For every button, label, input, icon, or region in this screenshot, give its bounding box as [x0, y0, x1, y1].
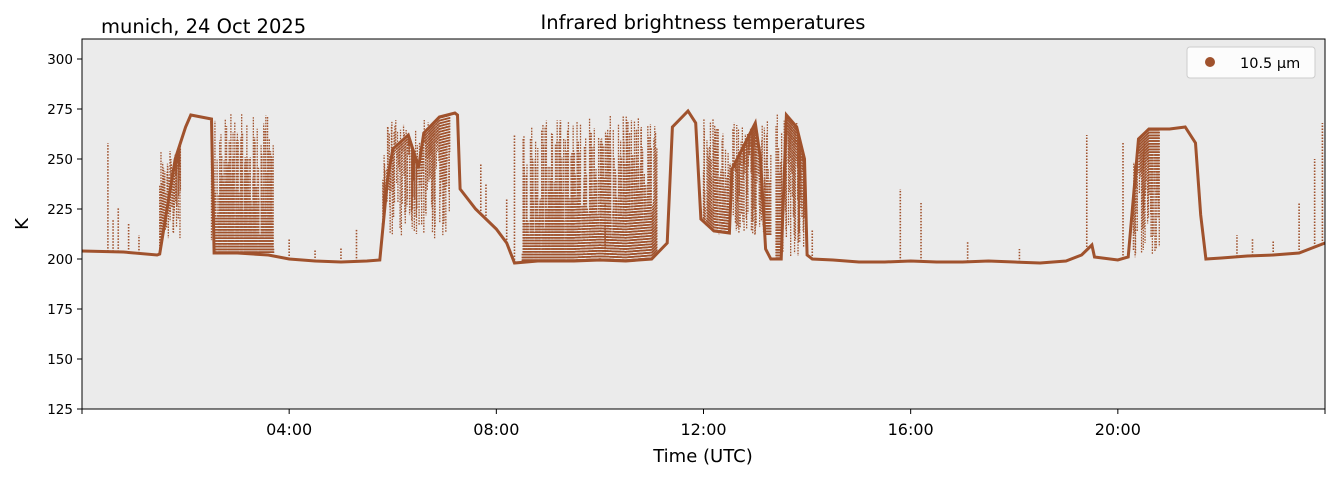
x-axis-label: Time (UTC) [652, 446, 753, 467]
data-series [81, 108, 1326, 265]
legend: 10.5 µm [1186, 46, 1316, 79]
plot-background [82, 39, 1325, 409]
x-tick-label: 04:00 [266, 420, 312, 439]
y-tick-label: 250 [47, 152, 73, 168]
y-tick-label: 175 [47, 302, 73, 318]
scatter-band [210, 113, 275, 253]
scatter-band [775, 114, 806, 259]
y-tick-label: 225 [47, 202, 73, 218]
y-tick-label: 300 [47, 52, 73, 68]
chart-subtitle: munich, 24 Oct 2025 [101, 15, 306, 38]
x-axis: 04:00 08:00 12:00 16:00 20:00 [81, 409, 1326, 439]
scatter-band [521, 115, 658, 261]
x-tick-label: 20:00 [1095, 420, 1141, 439]
y-tick-label: 275 [47, 102, 73, 118]
legend-entry: 10.5 µm [1240, 56, 1300, 72]
scatter-band [381, 114, 451, 239]
scatter-band [1132, 129, 1160, 258]
legend-marker [1205, 57, 1215, 67]
y-axis: 125 150 175 200 225 250 275 300 [47, 52, 82, 418]
x-tick-label: 08:00 [473, 420, 519, 439]
x-tick-label: 16:00 [888, 420, 934, 439]
y-tick-label: 150 [47, 352, 73, 368]
y-axis-label: K [12, 217, 33, 230]
y-tick-label: 125 [47, 402, 73, 418]
legend-box [1186, 46, 1316, 79]
scatter-band [159, 143, 182, 249]
chart-title: Infrared brightness temperatures [541, 11, 866, 34]
scatter-band [702, 118, 772, 235]
x-tick-label: 12:00 [680, 420, 726, 439]
y-tick-label: 200 [47, 252, 73, 268]
